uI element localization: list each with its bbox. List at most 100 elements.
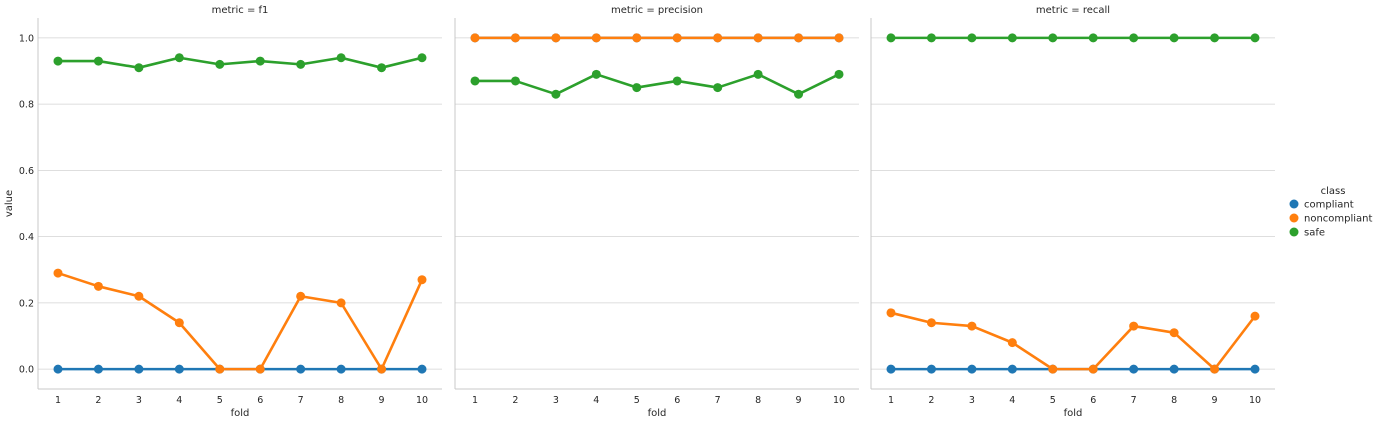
x-tick-label: 3 [969,395,975,406]
data-point-compliant [53,364,63,374]
panel-title: metric = recall [1036,5,1110,16]
data-point-noncompliant [926,318,936,328]
data-point-compliant [296,364,306,374]
x-tick-label: 6 [257,395,263,406]
x-tick-label: 6 [1090,395,1096,406]
data-point-safe [296,59,306,69]
data-point-compliant [1169,364,1179,374]
data-point-noncompliant [255,364,265,374]
x-tick-label: 5 [1050,395,1056,406]
x-tick-label: 4 [1009,395,1015,406]
data-point-safe [672,76,682,86]
data-point-safe [470,76,480,86]
x-tick-label: 8 [755,395,761,406]
panel-title: metric = f1 [212,5,269,16]
x-axis-label: fold [648,408,667,419]
data-point-noncompliant [1048,364,1058,374]
data-point-compliant [93,364,103,374]
data-point-safe [886,33,896,43]
data-point-safe [1169,33,1179,43]
data-point-noncompliant [510,33,520,43]
data-point-safe [713,83,723,93]
data-point-safe [1129,33,1139,43]
data-point-safe [967,33,977,43]
data-point-safe [215,59,225,69]
data-point-safe [1007,33,1017,43]
legend-marker-safe [1289,227,1299,237]
data-point-safe [551,89,561,99]
data-point-safe [93,56,103,66]
data-point-safe [174,53,184,63]
legend-label-compliant: compliant [1304,200,1354,211]
x-tick-label: 9 [379,395,385,406]
data-point-noncompliant [53,268,63,278]
x-tick-label: 9 [1212,395,1218,406]
x-tick-label: 4 [176,395,182,406]
legend-marker-compliant [1289,199,1299,209]
data-point-safe [794,89,804,99]
data-point-noncompliant [417,275,427,285]
data-point-noncompliant [967,321,977,331]
x-tick-label: 3 [553,395,559,406]
data-point-noncompliant [1129,321,1139,331]
data-point-noncompliant [1007,338,1017,348]
legend-label-noncompliant: noncompliant [1304,214,1373,225]
data-point-safe [926,33,936,43]
data-point-safe [1088,33,1098,43]
series-line-safe [475,73,840,96]
data-point-safe [510,76,520,86]
x-tick-label: 4 [593,395,599,406]
legend-title: class [1321,186,1346,197]
data-point-noncompliant [672,33,682,43]
y-tick-label: 0.4 [19,232,34,243]
x-tick-label: 5 [217,395,223,406]
data-point-compliant [886,364,896,374]
x-tick-label: 10 [1249,395,1261,406]
x-tick-label: 3 [136,395,142,406]
legend-marker-noncompliant [1289,213,1299,223]
data-point-safe [1048,33,1058,43]
data-point-safe [834,69,844,79]
data-point-noncompliant [1169,328,1179,338]
data-point-noncompliant [470,33,480,43]
data-point-noncompliant [377,364,387,374]
data-point-compliant [417,364,427,374]
x-tick-label: 7 [298,395,304,406]
series-line-noncompliant [890,311,1257,371]
x-tick-label: 1 [888,395,894,406]
x-tick-label: 1 [55,395,61,406]
x-tick-label: 10 [833,395,845,406]
data-point-compliant [1129,364,1139,374]
data-point-compliant [1250,364,1260,374]
data-point-noncompliant [93,281,103,291]
data-point-safe [753,69,763,79]
x-tick-label: 10 [416,395,428,406]
data-point-noncompliant [632,33,642,43]
data-point-noncompliant [886,308,896,318]
x-tick-label: 8 [338,395,344,406]
x-tick-label: 1 [472,395,478,406]
data-point-noncompliant [794,33,804,43]
x-tick-label: 7 [1131,395,1137,406]
x-axis-label: fold [1064,408,1083,419]
data-point-safe [417,53,427,63]
data-point-compliant [1007,364,1017,374]
x-tick-label: 2 [928,395,934,406]
y-axis-label: value [4,190,15,217]
data-point-compliant [134,364,144,374]
x-tick-label: 8 [1171,395,1177,406]
x-tick-label: 2 [512,395,518,406]
x-tick-label: 9 [796,395,802,406]
data-point-compliant [926,364,936,374]
data-point-compliant [967,364,977,374]
y-tick-label: 0.2 [19,298,34,309]
data-point-noncompliant [551,33,561,43]
data-point-safe [377,63,387,73]
data-point-noncompliant [713,33,723,43]
data-point-safe [336,53,346,63]
y-tick-label: 0.6 [19,166,34,177]
data-point-noncompliant [215,364,225,374]
x-tick-label: 6 [674,395,680,406]
data-point-noncompliant [174,318,184,328]
